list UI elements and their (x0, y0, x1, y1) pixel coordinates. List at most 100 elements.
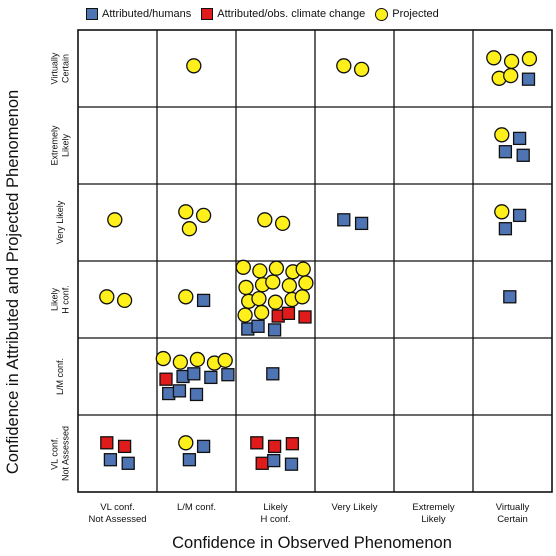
x-tick-label: VL conf. Not Assessed (88, 502, 146, 525)
projected-circle (155, 350, 171, 367)
x-tick-label-line: Certain (497, 514, 528, 525)
x-tick-label: L/M conf. (177, 502, 216, 513)
attributed-humans-square (182, 453, 197, 467)
y-tick-label-line: Certain (61, 54, 71, 83)
legend-swatch-yellow-circle (375, 7, 389, 21)
attributed-humans-square (354, 216, 369, 231)
x-tick-label: Extremely Likely (412, 502, 454, 525)
x-tick-label: Very Likely (332, 502, 378, 513)
projected-circle (178, 289, 194, 305)
y-tick-label: ExtremelyLikely (50, 125, 71, 166)
projected-circle (298, 275, 314, 291)
attributed-climate-square (100, 436, 114, 450)
attributed-climate-square (281, 306, 296, 321)
projected-circle (486, 50, 502, 66)
projected-circle (267, 294, 284, 310)
legend-item-projected: Projected (375, 7, 439, 21)
x-axis-title: Confidence in Observed Phenomenon (172, 534, 452, 552)
x-tick-label-line: Extremely (412, 502, 454, 513)
legend-item-attributed-humans: Attributed/humans (86, 8, 191, 20)
x-tick-label: Likely H conf. (260, 502, 290, 525)
projected-circle (172, 354, 189, 370)
attributed-humans-square (267, 453, 281, 468)
x-tick-label: Virtually Certain (496, 502, 530, 525)
attributed-humans-square (498, 222, 513, 236)
projected-circle (116, 292, 133, 309)
y-tick-label: LikelyH conf. (50, 285, 71, 314)
x-tick-label-line: Very Likely (332, 502, 378, 513)
attributed-humans-square (521, 72, 536, 86)
attributed-humans-square (172, 384, 187, 398)
projected-circle (195, 207, 212, 224)
attributed-climate-square (298, 310, 312, 324)
projected-circle (237, 307, 253, 323)
x-tick-label-line: L/M conf. (177, 502, 216, 513)
projected-circle (274, 215, 291, 232)
y-tick-label: L/M conf. (55, 358, 65, 395)
matrix-grid (77, 29, 553, 493)
projected-circle (294, 289, 310, 305)
projected-circle (494, 204, 510, 220)
attributed-climate-square (159, 372, 173, 386)
y-tick-label: VL conf.Not Assessed (50, 426, 71, 481)
attributed-humans-square (267, 323, 282, 337)
y-tick-label-line: Not Assessed (61, 426, 71, 481)
x-tick-labels: VL conf. Not Assessed L/M conf. Likely H con… (88, 502, 529, 525)
attributed-humans-square (516, 148, 530, 162)
attributed-humans-square (204, 370, 218, 385)
projected-circle (217, 352, 233, 369)
y-tick-label-line: Likely (61, 133, 71, 157)
attributed-humans-square (189, 387, 204, 402)
y-tick-label-line: Extremely (50, 125, 60, 166)
attributed-humans-square (284, 457, 299, 471)
y-tick-label-line: H conf. (61, 285, 71, 314)
projected-circle (251, 290, 267, 307)
attributed-climate-square (285, 437, 300, 451)
y-tick-label: Very Likely (55, 200, 65, 244)
legend: Attributed/humans Attributed/obs. climat… (86, 6, 449, 22)
attributed-humans-square (196, 293, 211, 308)
x-tick-label-line: Likely (263, 502, 288, 513)
attributed-humans-square (512, 208, 527, 223)
projected-circle (295, 261, 311, 277)
legend-item-attributed-climate: Attributed/obs. climate change (201, 8, 365, 20)
projected-circle (189, 351, 206, 368)
attributed-climate-square (117, 439, 132, 454)
projected-circle (99, 289, 115, 305)
attributed-humans-square (503, 290, 517, 304)
attributed-humans-square (498, 145, 513, 159)
projected-circle (281, 277, 298, 294)
x-tick-label-line: H conf. (260, 514, 290, 525)
attributed-humans-square (221, 368, 235, 382)
projected-circle (178, 435, 194, 451)
x-tick-label-line: VL conf. (100, 502, 135, 513)
projected-circle (186, 58, 202, 74)
projected-circle (265, 274, 281, 290)
projected-circle (235, 259, 251, 275)
projected-circle (178, 204, 194, 220)
projected-circle (494, 127, 510, 143)
attributed-humans-square (187, 367, 201, 381)
attributed-climate-square (267, 439, 282, 454)
legend-label: Projected (392, 8, 439, 20)
matrix-marks (99, 50, 538, 471)
x-tick-label-line: Virtually (496, 502, 530, 513)
y-axis-title: Confidence in Attributed and Projected P… (4, 90, 22, 474)
y-tick-label-line: L/M conf. (55, 358, 65, 395)
attributed-humans-square (337, 213, 351, 227)
projected-circle (253, 304, 270, 321)
legend-label: Attributed/obs. climate change (217, 8, 366, 20)
projected-circle (181, 221, 198, 237)
projected-circle (521, 51, 538, 67)
attributed-humans-square (103, 453, 118, 467)
projected-circle (257, 212, 273, 228)
y-tick-label-line: Virtually (50, 52, 60, 84)
projected-circle (238, 279, 254, 296)
attributed-humans-square (251, 319, 265, 333)
y-tick-label-line: VL conf. (50, 437, 60, 470)
projected-circle (268, 260, 285, 276)
projected-circle (353, 61, 370, 78)
